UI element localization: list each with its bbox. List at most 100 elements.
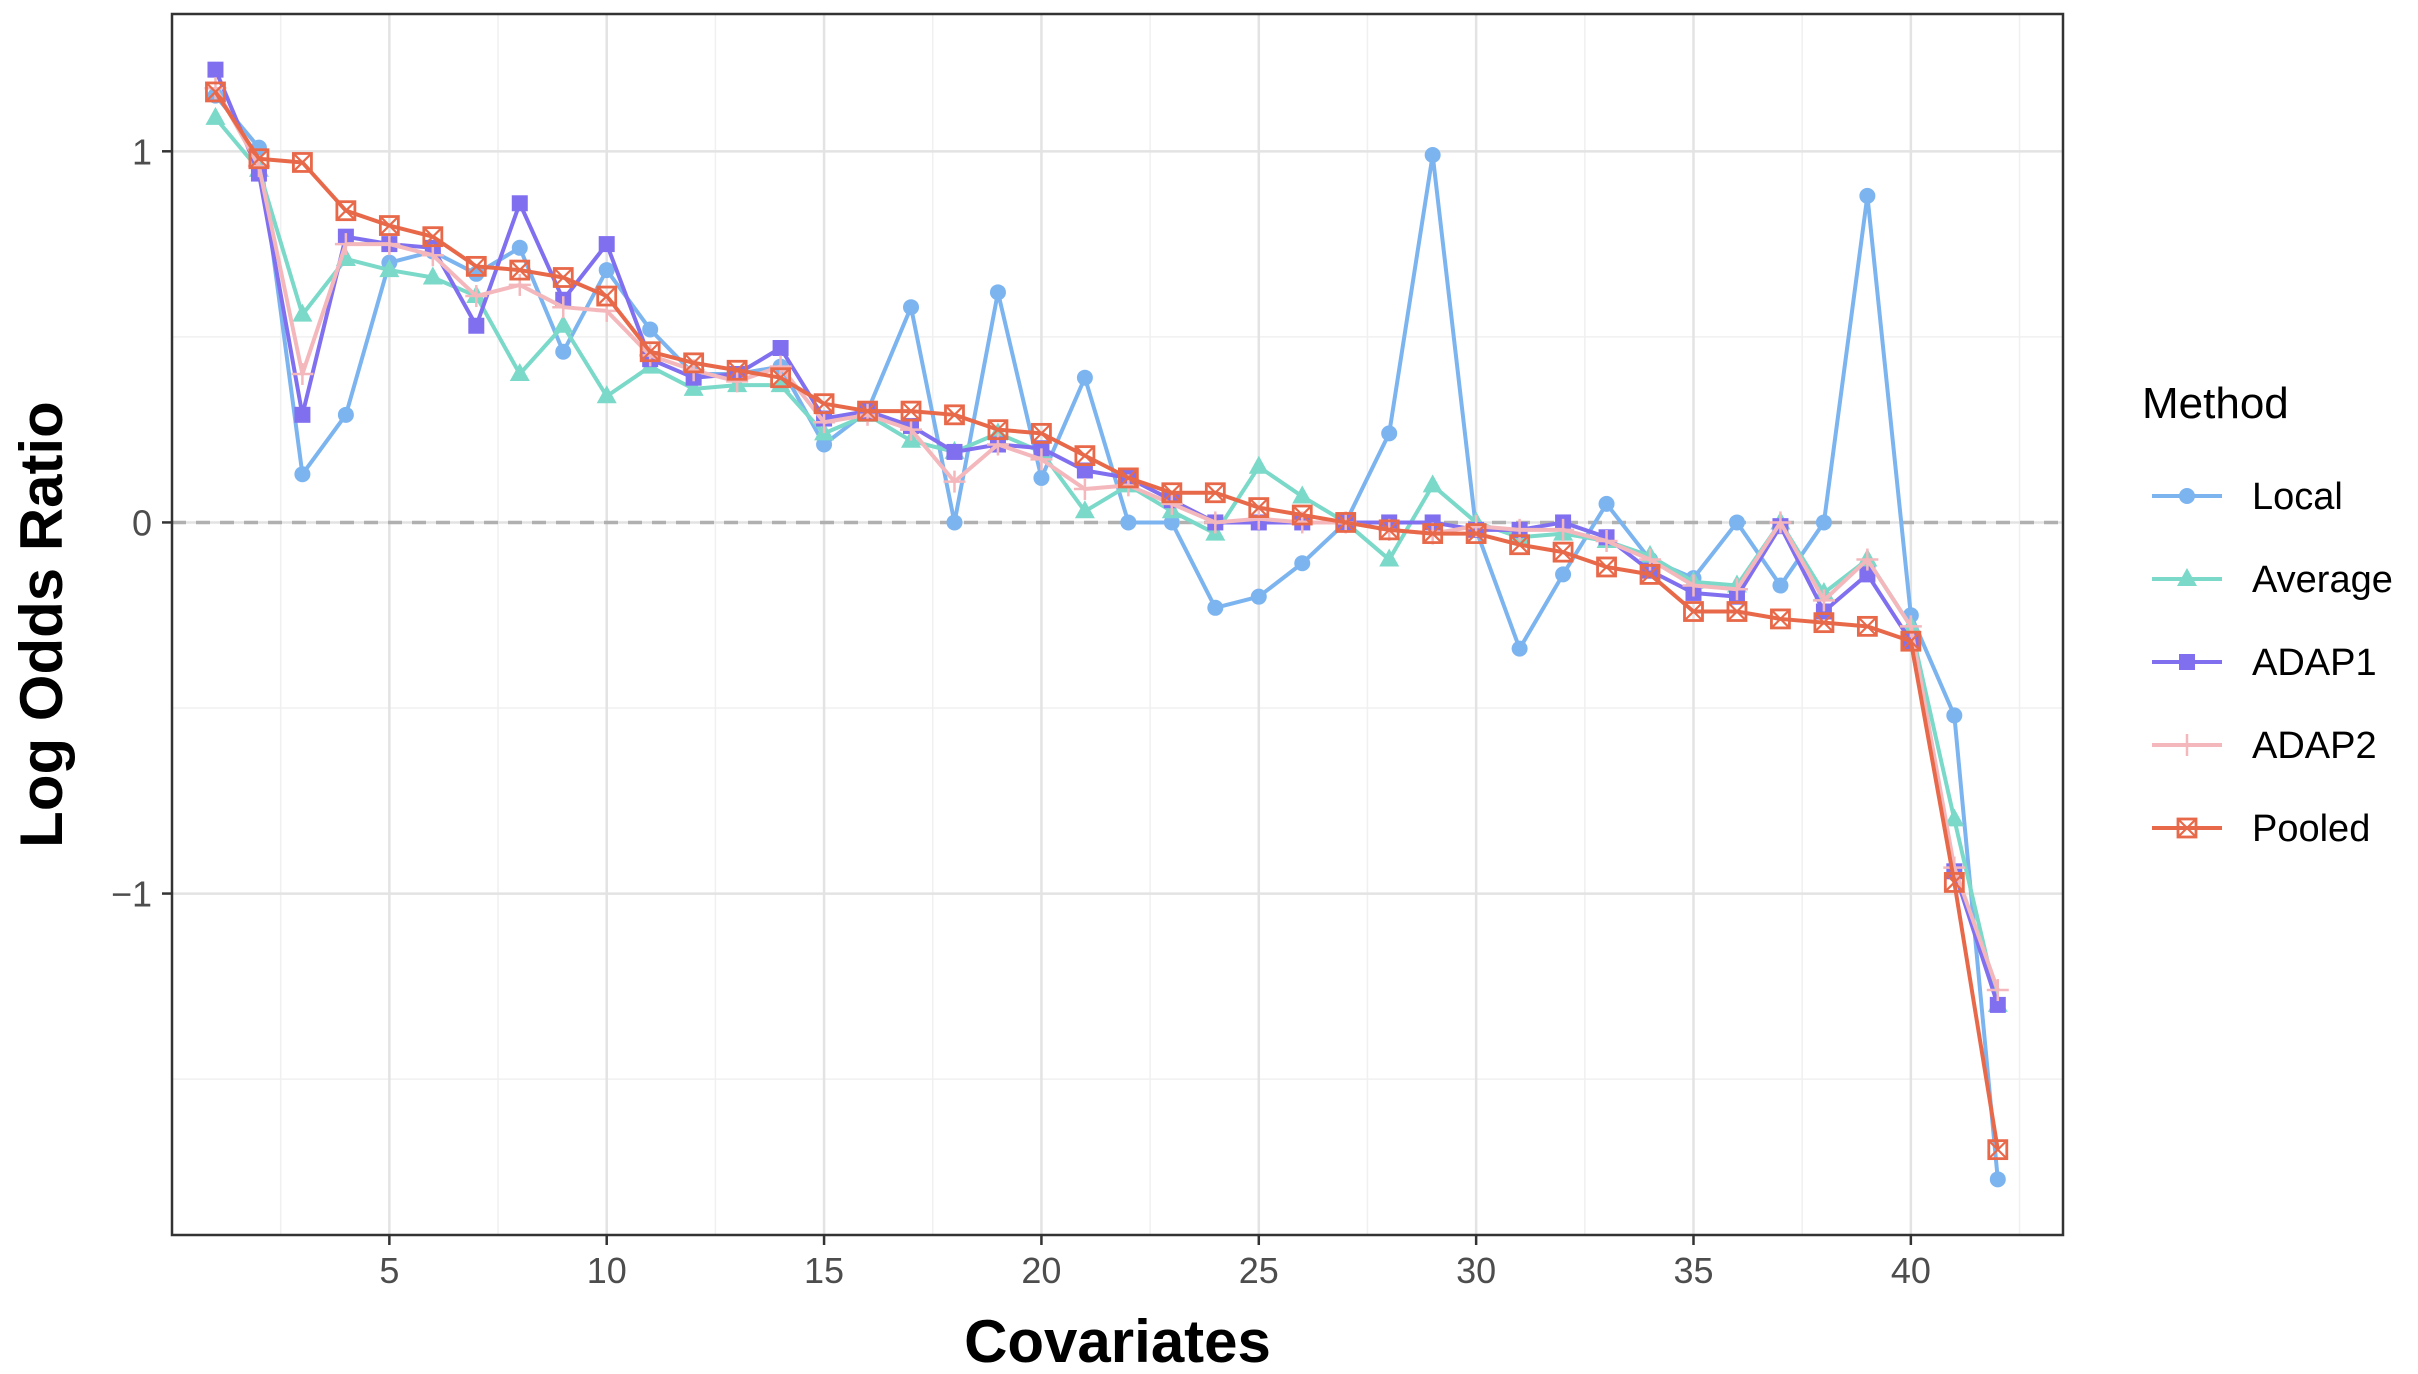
data-point-pooled xyxy=(205,81,226,103)
marker-circle xyxy=(642,321,659,338)
legend-item-pooled: Pooled xyxy=(2152,808,2370,850)
data-point-adap2 xyxy=(856,403,879,426)
data-point-pooled xyxy=(1074,445,1096,467)
data-point-adap1 xyxy=(294,406,311,423)
data-point-pooled xyxy=(1639,563,1661,585)
data-point-local xyxy=(1207,599,1224,616)
marker-square-x-box xyxy=(248,148,270,170)
marker-square-x-box xyxy=(1378,519,1400,541)
data-point-adap1 xyxy=(1989,996,2006,1013)
data-point-adap2 xyxy=(552,296,575,319)
data-point-average xyxy=(205,106,226,125)
data-point-adap2 xyxy=(1247,507,1270,530)
x-axis-title: Covariates xyxy=(964,1308,1271,1374)
x-tick-label: 20 xyxy=(1021,1250,1061,1291)
data-point-adap2 xyxy=(334,233,357,256)
marker-square xyxy=(1989,996,2006,1013)
data-point-adap2 xyxy=(986,433,1009,456)
y-tick-label: 0 xyxy=(132,502,152,543)
data-point-local xyxy=(1989,1171,2006,1188)
data-point-adap2 xyxy=(1073,478,1096,501)
data-point-adap2 xyxy=(465,285,488,308)
marker-square-x-d2 xyxy=(683,353,704,373)
marker-circle xyxy=(1207,599,1224,616)
x-axis-ticks: 5 10 15 20 25 30 35 40 xyxy=(379,1235,1931,1291)
marker-triangle xyxy=(205,106,226,125)
marker-triangle xyxy=(1944,808,1965,827)
marker-circle xyxy=(1511,640,1528,657)
data-point-pooled xyxy=(1683,601,1704,622)
marker-square-x-box xyxy=(1987,1139,2009,1161)
marker-square-x-box xyxy=(1683,601,1704,622)
data-point-pooled xyxy=(813,393,835,415)
data-point-local xyxy=(1033,469,1050,486)
marker-square xyxy=(1033,440,1050,457)
series-layer xyxy=(204,61,2009,1188)
y-tick-label: −1 xyxy=(111,874,152,915)
marker-triangle xyxy=(683,377,704,396)
marker-square-x-d2 xyxy=(466,256,487,277)
marker-square-x-d2 xyxy=(1509,534,1530,555)
data-point-adap1 xyxy=(468,317,485,334)
marker-square-x-d2 xyxy=(1249,497,1269,518)
data-point-pooled xyxy=(944,404,965,426)
data-point-local xyxy=(294,466,311,483)
data-point-pooled xyxy=(1596,556,1617,578)
data-point-pooled xyxy=(1552,541,1574,563)
marker-square-x-box xyxy=(1422,523,1444,544)
marker-square-x-box xyxy=(2176,817,2198,839)
marker-square-x-d2 xyxy=(1596,557,1617,577)
data-point-pooled xyxy=(1378,519,1400,541)
data-point-average xyxy=(379,259,400,278)
marker-square-x-box xyxy=(1291,504,1313,526)
x-tick-label: 40 xyxy=(1891,1250,1931,1291)
marker-circle xyxy=(1859,187,1876,204)
marker-triangle xyxy=(1292,485,1313,504)
marker-circle xyxy=(1989,1171,2006,1188)
data-point-adap2 xyxy=(291,362,314,385)
marker-square-x-d2 xyxy=(1814,612,1834,633)
data-point-local xyxy=(1381,425,1398,442)
marker-circle xyxy=(1163,514,1180,531)
data-point-pooled xyxy=(1856,615,1878,637)
data-point-pooled xyxy=(1943,872,1965,893)
marker-square-x-box xyxy=(1726,601,1748,622)
data-point-pooled xyxy=(335,200,357,222)
marker-circle xyxy=(903,299,920,316)
marker-square-x-box xyxy=(1161,482,1183,504)
marker-square-x-d2 xyxy=(1466,523,1486,544)
marker-square-x-d2 xyxy=(1640,564,1660,585)
data-point-pooled xyxy=(857,400,878,422)
data-point-local xyxy=(1076,369,1093,386)
data-point-pooled xyxy=(552,267,574,288)
marker-square-x-d2 xyxy=(596,286,617,306)
data-point-adap2 xyxy=(1812,589,1835,612)
marker-square xyxy=(1424,514,1441,531)
data-point-pooled xyxy=(1900,630,1922,652)
marker-square-x-box xyxy=(509,259,531,281)
marker-triangle xyxy=(379,259,400,278)
data-point-local xyxy=(555,343,572,360)
marker-square-x-box xyxy=(1856,615,1878,637)
data-point-local xyxy=(1424,147,1441,164)
marker-square-x-box xyxy=(1335,512,1357,533)
data-point-pooled xyxy=(1031,422,1052,444)
marker-square-x-d2 xyxy=(1422,523,1443,544)
marker-square-x-d2 xyxy=(988,419,1008,440)
marker-square xyxy=(1076,462,1093,479)
marker-square-x-box xyxy=(1552,541,1574,563)
marker-square-x-d2 xyxy=(1988,1139,2008,1160)
marker-square-x-box xyxy=(1770,608,1791,630)
marker-square-x-box xyxy=(378,215,400,236)
data-point-pooled xyxy=(1161,482,1183,504)
marker-circle xyxy=(1033,469,1050,486)
marker-square-x-d2 xyxy=(1335,512,1356,533)
legend-item-adap1: ADAP1 xyxy=(2152,642,2377,684)
legend-item-average: Average xyxy=(2152,559,2393,601)
data-point-local xyxy=(1859,187,1876,204)
marker-square-x-box xyxy=(1943,872,1965,893)
data-point-local xyxy=(1511,640,1528,657)
x-tick-label: 25 xyxy=(1239,1250,1279,1291)
marker-square-x-box xyxy=(1031,422,1052,444)
marker-circle xyxy=(511,239,528,256)
